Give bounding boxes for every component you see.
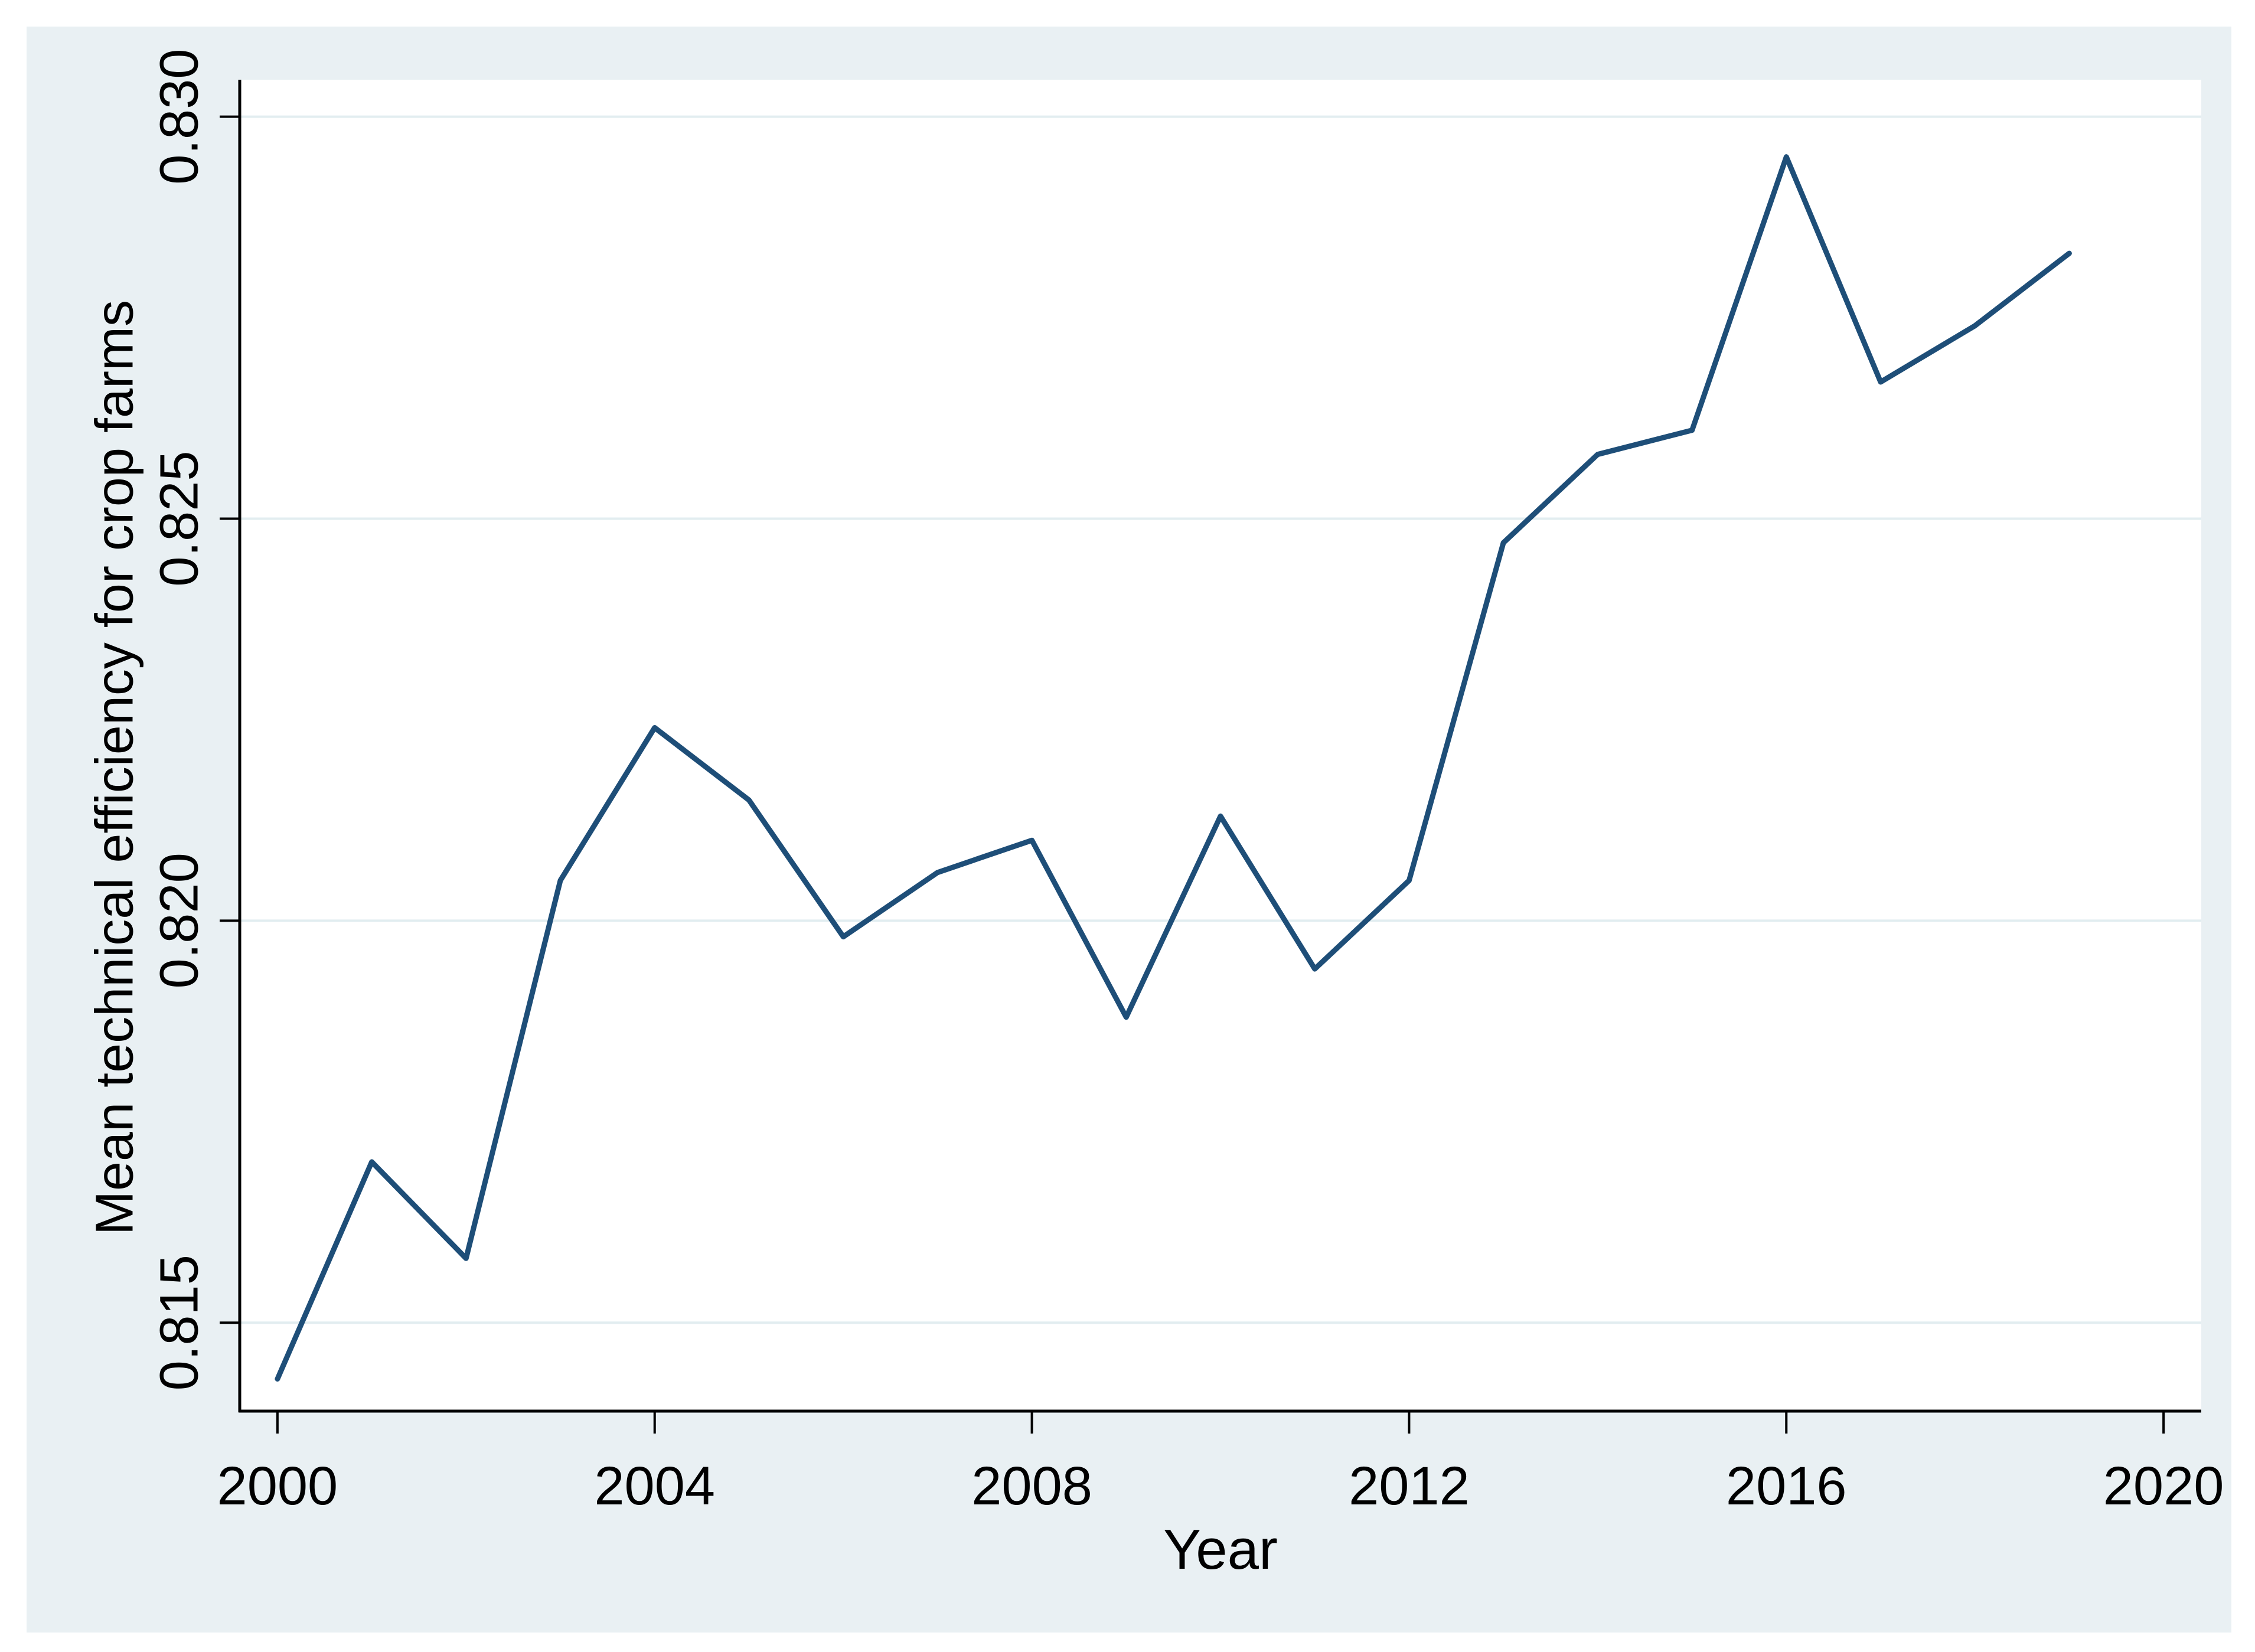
x-tick-label: 2020 <box>2103 1456 2224 1516</box>
y-tick-label: 0.820 <box>149 853 209 988</box>
x-tick-label: 2012 <box>1349 1456 1470 1516</box>
x-axis-title: Year <box>1163 1518 1278 1581</box>
x-tick-label: 2004 <box>594 1456 715 1516</box>
x-tick-label: 2016 <box>1726 1456 1847 1516</box>
y-tick-label: 0.815 <box>149 1255 209 1390</box>
x-tick-label: 2000 <box>217 1456 338 1516</box>
plot-area <box>240 80 2201 1411</box>
y-axis-title: Mean technical efficiency for crop farms <box>85 299 145 1236</box>
y-tick-label: 0.830 <box>149 49 209 185</box>
x-tick-label: 2008 <box>971 1456 1092 1516</box>
y-tick-label: 0.825 <box>149 450 209 586</box>
series-line <box>275 154 2072 1382</box>
